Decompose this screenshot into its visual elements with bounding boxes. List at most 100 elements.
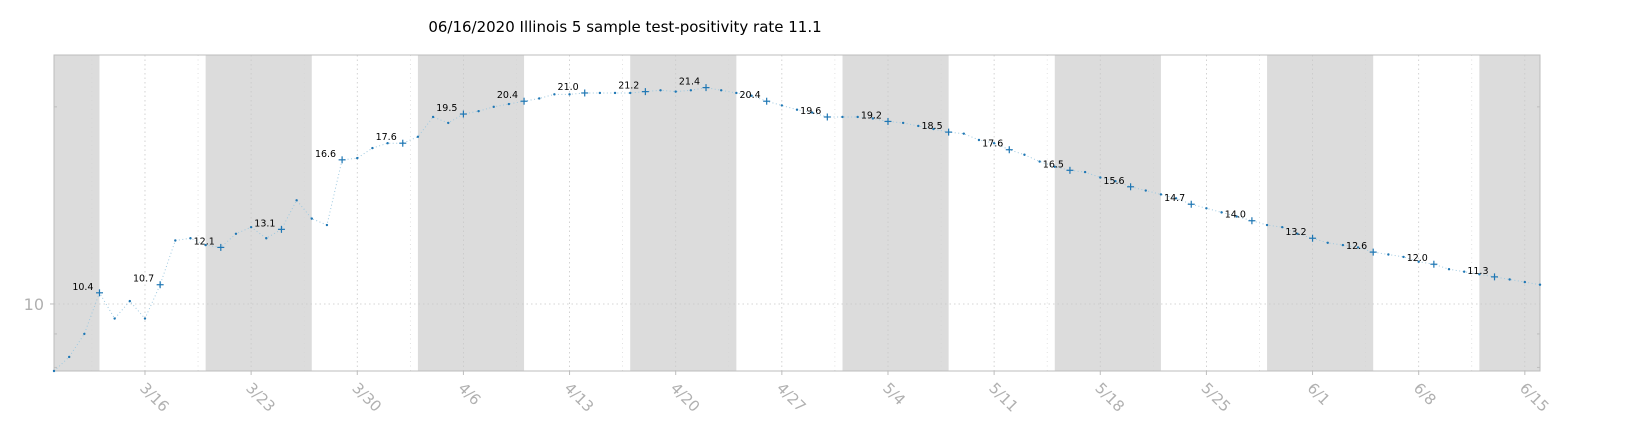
- x-tick-label: 5/18: [1091, 379, 1128, 416]
- data-point: [689, 89, 693, 92]
- data-point: [1387, 253, 1390, 256]
- data-point: [553, 93, 556, 96]
- data-point: [1083, 170, 1087, 174]
- data-point: [492, 105, 495, 109]
- data-point: [1174, 197, 1178, 200]
- data-label: 21.4: [679, 77, 700, 88]
- data-point: [1462, 270, 1466, 273]
- data-point: [477, 109, 480, 113]
- data-point: [356, 156, 359, 160]
- data-label: 13.2: [1285, 227, 1306, 238]
- data-point: [659, 89, 662, 92]
- data-point: [795, 108, 799, 111]
- data-label: 14.7: [1164, 193, 1185, 204]
- data-point: [810, 111, 814, 114]
- data-point: [386, 142, 389, 145]
- data-point: [1205, 207, 1208, 210]
- data-point: [901, 121, 905, 125]
- data-point: [977, 138, 981, 142]
- data-point-plus: [1430, 260, 1438, 268]
- data-label: 21.0: [558, 82, 579, 93]
- data-point: [1038, 160, 1041, 163]
- data-point: [613, 91, 617, 95]
- data-label: 17.6: [376, 132, 397, 143]
- data-point: [1402, 255, 1405, 259]
- data-point: [1341, 243, 1345, 247]
- data-label: 15.6: [1103, 176, 1124, 187]
- data-point: [447, 121, 450, 125]
- data-point: [67, 355, 71, 359]
- data-point-plus: [399, 139, 407, 147]
- data-label: 16.5: [1043, 159, 1064, 170]
- data-point: [674, 90, 677, 93]
- data-point: [917, 124, 920, 128]
- data-point-plus: [1187, 200, 1195, 208]
- data-labels-group: 10.4 10.7 12.1 13.1 16.6 17.6 19.5 20.4 21.0 21.2…: [72, 77, 1488, 293]
- x-tick-label: 3/23: [242, 379, 279, 416]
- data-point: [1144, 189, 1147, 192]
- weekend-shade: [205, 55, 312, 371]
- data-label: 20.4: [497, 90, 518, 101]
- x-tick-label: 4/27: [773, 379, 810, 416]
- x-tick-label: 5/11: [985, 379, 1022, 416]
- data-label: 12.0: [1407, 253, 1428, 264]
- data-point: [234, 232, 238, 235]
- data-point: [52, 369, 56, 373]
- data-point: [735, 91, 738, 95]
- x-tick-label: 3/30: [348, 379, 385, 416]
- data-point-plus: [1309, 234, 1317, 242]
- x-tick-label: 6/8: [1410, 379, 1440, 409]
- data-point: [932, 127, 935, 131]
- data-point: [871, 117, 875, 120]
- data-point: [128, 299, 132, 303]
- data-label: 19.6: [800, 106, 821, 117]
- data-point-plus: [217, 243, 225, 251]
- data-point: [431, 115, 435, 119]
- data-point: [1447, 268, 1451, 271]
- data-point: [1053, 165, 1056, 168]
- y-tick-label: 10: [24, 295, 44, 314]
- weekend-shade: [1054, 55, 1161, 371]
- data-label: 21.2: [618, 81, 639, 92]
- data-point: [310, 217, 313, 220]
- data-point: [1356, 246, 1360, 249]
- data-label: 18.5: [921, 121, 942, 132]
- plot-frame: [53, 54, 1541, 372]
- data-label: 10.7: [133, 274, 154, 285]
- x-tick-label: 4/13: [561, 379, 598, 416]
- x-tick-label: 5/25: [1198, 379, 1235, 416]
- data-label: 11.3: [1467, 266, 1488, 277]
- data-points-group: [52, 84, 1542, 373]
- data-point-plus: [581, 89, 589, 97]
- weekend-shade: [630, 55, 737, 371]
- data-label: 17.6: [982, 139, 1003, 150]
- data-point: [1265, 223, 1269, 227]
- series-line: [53, 87, 1541, 372]
- data-point: [962, 132, 965, 135]
- data-point-plus: [1127, 183, 1135, 191]
- data-point: [629, 91, 632, 95]
- data-label: 10.4: [72, 282, 93, 293]
- data-point: [992, 142, 996, 145]
- data-point: [1326, 241, 1329, 244]
- data-point-plus: [945, 128, 953, 136]
- data-point-plus: [277, 225, 285, 233]
- data-point: [1417, 260, 1420, 263]
- data-point-plus: [1066, 166, 1074, 174]
- x-tick-label: 6/15: [1516, 379, 1553, 416]
- data-point: [83, 332, 86, 336]
- data-point: [507, 102, 511, 106]
- data-point: [538, 97, 541, 100]
- data-point: [265, 237, 268, 240]
- data-label: 12.6: [1346, 241, 1367, 252]
- data-point: [1220, 211, 1223, 214]
- data-point: [568, 93, 571, 96]
- weekend-shade: [54, 55, 100, 371]
- x-tick-label: 3/16: [136, 379, 173, 416]
- data-point-plus: [156, 281, 164, 289]
- weekend-shade: [1267, 55, 1374, 371]
- data-point-plus: [520, 97, 528, 105]
- data-label: 14.0: [1225, 210, 1246, 221]
- data-point: [856, 115, 859, 119]
